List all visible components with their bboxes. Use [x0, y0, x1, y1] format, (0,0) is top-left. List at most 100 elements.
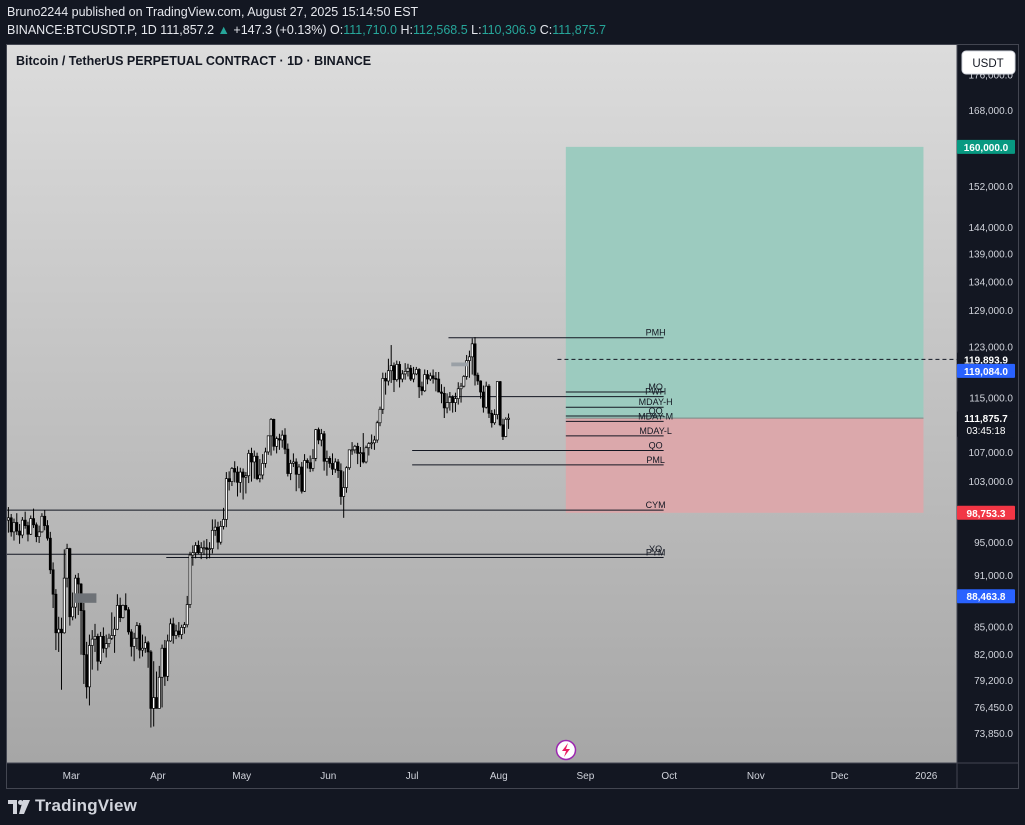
- x-tick-label: Dec: [831, 771, 849, 782]
- candle-body-up: [188, 554, 192, 605]
- candle-body-down: [163, 647, 167, 677]
- candle-body-up: [132, 637, 136, 647]
- price-chart[interactable]: PMHMOPWHMDAY-HQOMDAY-MMDAY-LQOPMLCYMYOPY…: [7, 45, 1019, 789]
- candle: [163, 640, 167, 686]
- candle-body-down: [339, 470, 343, 497]
- candle: [325, 450, 329, 476]
- candle-body-up: [297, 466, 301, 475]
- candle-body-up: [468, 356, 471, 361]
- candle: [370, 434, 374, 450]
- time-axis[interactable]: [7, 763, 1019, 789]
- candle: [462, 375, 466, 388]
- currency-button[interactable]: USDT: [961, 50, 1016, 75]
- candle-body-up: [157, 676, 161, 709]
- candle-body-down: [68, 548, 72, 618]
- candle: [88, 634, 91, 706]
- candle-body-down: [15, 522, 19, 532]
- candle: [269, 418, 273, 456]
- candle: [149, 650, 153, 728]
- candle-body-up: [224, 478, 228, 520]
- candle: [294, 458, 298, 492]
- candle-body-down: [118, 605, 122, 619]
- candle: [319, 428, 323, 447]
- candle-body-down: [241, 471, 245, 478]
- candle: [9, 513, 13, 537]
- candle-body-down: [300, 466, 304, 492]
- x-tick-label: Aug: [490, 771, 508, 782]
- y-tick-label: 152,000.0: [969, 182, 1014, 193]
- candle: [359, 447, 362, 467]
- candle-body-up: [135, 625, 139, 639]
- candle-body-up: [269, 419, 273, 437]
- candle-body-up: [345, 467, 348, 488]
- y-tick-label: 103,000.0: [969, 477, 1014, 488]
- candle: [417, 368, 421, 398]
- candle: [160, 644, 164, 708]
- candle: [23, 511, 27, 529]
- candle-body-down: [34, 524, 38, 537]
- candle-body-up: [350, 449, 354, 452]
- candle: [68, 547, 72, 626]
- candle-body-down: [409, 367, 413, 380]
- candle: [275, 436, 279, 454]
- candle: [504, 417, 508, 438]
- candle-body-down: [437, 378, 441, 393]
- candle-body-down: [205, 547, 209, 550]
- candle-body-down: [9, 517, 13, 533]
- candle-body-up: [280, 434, 284, 441]
- candle: [46, 520, 49, 541]
- low-value: 110,306.9: [481, 23, 537, 37]
- candle-body-down: [138, 625, 142, 651]
- x-tick-label: Sep: [576, 771, 594, 782]
- candle-body-up: [104, 643, 108, 649]
- level-label-pmh: PMH: [646, 328, 666, 338]
- position-profit-zone[interactable]: [565, 146, 924, 419]
- candle: [356, 442, 360, 465]
- y-tick-label: 79,200.0: [974, 676, 1013, 687]
- candle-body-up: [375, 422, 379, 441]
- candle: [250, 447, 253, 482]
- price-badge: 111,875.703:45:18: [957, 411, 1015, 438]
- position-loss-zone[interactable]: [565, 418, 924, 513]
- x-tick-label: 2026: [915, 771, 938, 782]
- candle-body-down: [481, 391, 485, 408]
- candle-body-up: [381, 378, 385, 410]
- tradingview-logo[interactable]: TradingView: [8, 796, 137, 816]
- candle: [373, 435, 376, 450]
- footer: [0, 789, 1025, 825]
- price-badge: 98,753.3: [957, 505, 1015, 520]
- y-tick-label: 73,850.0: [974, 729, 1013, 740]
- annotation-rectangle[interactable]: [451, 362, 469, 367]
- annotation-rectangle[interactable]: [74, 593, 97, 603]
- candle: [199, 542, 203, 560]
- candle: [219, 520, 223, 545]
- candle: [342, 471, 346, 518]
- x-tick-label: Jun: [320, 771, 336, 782]
- currency-label: USDT: [972, 58, 1003, 70]
- lightning-icon[interactable]: [555, 739, 577, 761]
- candle: [224, 472, 228, 528]
- chart-frame[interactable]: PMH MO PWH MDAY-H QO MDAY-M MDAY-L QO PML CYM YO PY…: [6, 44, 1019, 789]
- candle-body-down: [317, 429, 320, 441]
- candle: [138, 622, 142, 659]
- candle: [62, 549, 66, 634]
- candle-body-down: [434, 378, 438, 380]
- candle-body-up: [40, 515, 44, 533]
- candle-body-up: [370, 442, 374, 445]
- candle-body-down: [96, 636, 100, 662]
- price-axis[interactable]: [957, 45, 1019, 763]
- candle: [311, 449, 315, 472]
- candle-body-up: [208, 548, 211, 550]
- y-tick-label: 91,000.0: [974, 571, 1013, 582]
- candle: [93, 623, 97, 652]
- level-label-cym: CYM: [646, 500, 666, 510]
- candle: [403, 363, 407, 380]
- candle: [121, 604, 125, 619]
- candle-body-up: [185, 604, 189, 626]
- candle: [241, 468, 245, 500]
- candle-body-up: [219, 526, 223, 543]
- candle-body-up: [495, 381, 499, 415]
- x-tick-label: Jul: [406, 771, 419, 782]
- candle: [141, 634, 144, 657]
- candle-body-up: [213, 526, 217, 531]
